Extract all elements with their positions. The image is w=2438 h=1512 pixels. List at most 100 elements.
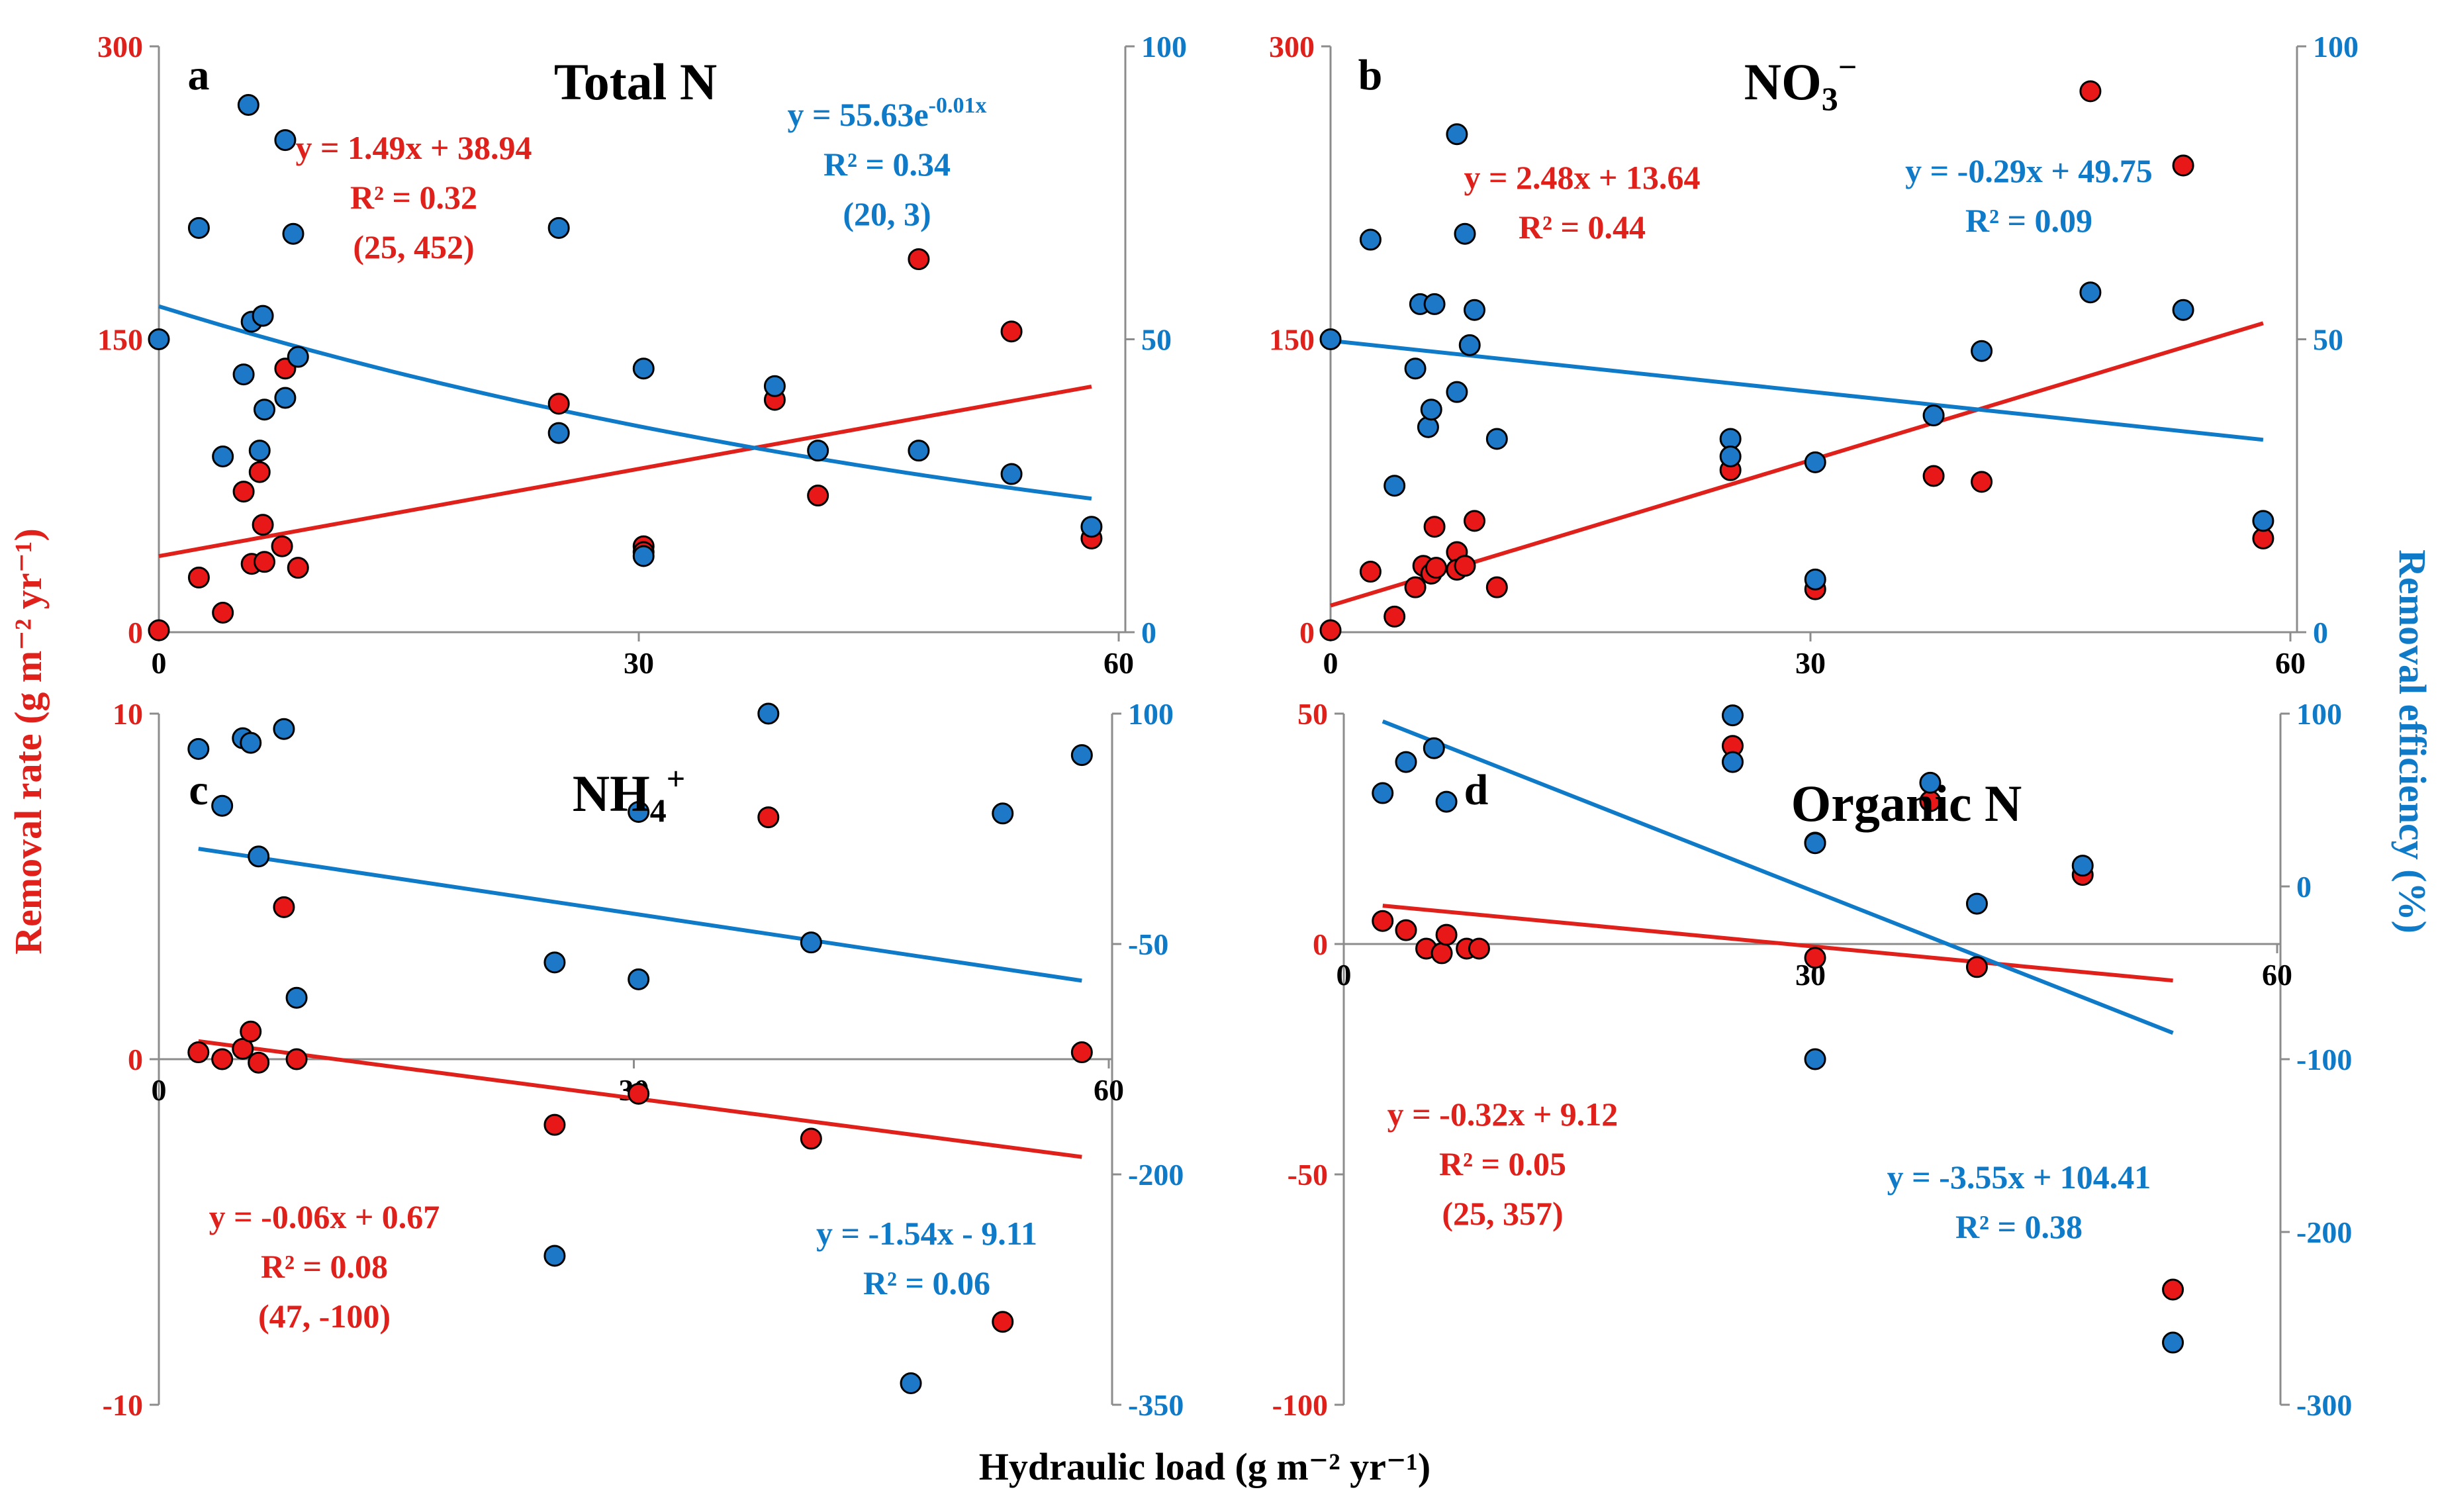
removal-efficiency-trendline xyxy=(1382,719,2174,1035)
removal-rate-point xyxy=(1435,923,1458,946)
removal-efficiency-equation: R² = 0.34 xyxy=(823,146,951,183)
removal-efficiency-equation: y = -3.55x + 104.41 xyxy=(1887,1158,2151,1196)
removal-efficiency-point xyxy=(1485,428,1508,450)
right-tick-label: -300 xyxy=(2296,1388,2352,1422)
removal-rate-point xyxy=(908,248,930,271)
removal-rate-equation: y = -0.32x + 9.12 xyxy=(1387,1096,1618,1133)
right-tick-label: -100 xyxy=(2296,1043,2352,1076)
removal-efficiency-point xyxy=(1719,446,1742,467)
left-tick-label: 0 xyxy=(1313,927,1328,961)
removal-efficiency-point xyxy=(248,440,271,462)
removal-efficiency-trendline xyxy=(1330,338,2264,442)
removal-rate-trendline xyxy=(158,384,1092,559)
removal-efficiency-point xyxy=(763,375,786,397)
removal-rate-equation: y = 2.48x + 13.64 xyxy=(1464,159,1701,196)
removal-efficiency-point xyxy=(1404,357,1427,380)
removal-efficiency-point xyxy=(274,129,297,152)
right-tick-label: -350 xyxy=(1128,1388,1184,1422)
removal-efficiency-point xyxy=(1722,751,1744,773)
removal-efficiency-point xyxy=(1919,771,1942,794)
removal-rate-trendline xyxy=(1382,904,2173,983)
removal-efficiency-point xyxy=(900,1372,922,1395)
removal-efficiency-point xyxy=(1423,293,1446,315)
removal-efficiency-point xyxy=(1395,751,1417,773)
removal-rate-point xyxy=(757,806,780,829)
removal-efficiency-trendline xyxy=(158,304,1092,501)
removal-efficiency-point xyxy=(1965,892,1988,915)
removal-efficiency-point xyxy=(1383,475,1406,497)
removal-rate-point xyxy=(1971,471,1993,493)
panel-title: NO3− xyxy=(1744,48,1857,117)
right-y-axis-title: Removal efficiency (%) xyxy=(2391,549,2434,933)
right-tick-label: -200 xyxy=(2296,1215,2352,1249)
removal-efficiency-point xyxy=(252,305,274,327)
removal-rate-equation: (25, 357) xyxy=(1442,1195,1563,1232)
removal-efficiency-point xyxy=(1722,704,1744,727)
removal-efficiency-point xyxy=(1804,451,1826,473)
x-axis-title: Hydraulic load (g m⁻² yr⁻¹) xyxy=(979,1445,1430,1488)
removal-efficiency-point xyxy=(2071,855,2094,877)
removal-efficiency-point xyxy=(628,800,650,823)
removal-rate-point xyxy=(1430,942,1453,965)
removal-efficiency-point xyxy=(2162,1331,2184,1354)
left-tick-label: 300 xyxy=(1269,30,1315,64)
right-tick-label: 100 xyxy=(1128,697,1174,731)
removal-rate-equation: R² = 0.08 xyxy=(261,1248,388,1285)
removal-rate-equation: R² = 0.32 xyxy=(350,179,477,216)
removal-efficiency-point xyxy=(1000,463,1023,485)
removal-efficiency-point xyxy=(1446,381,1468,403)
removal-efficiency-equation: R² = 0.38 xyxy=(1955,1208,2083,1245)
removal-efficiency-point xyxy=(285,986,308,1009)
removal-efficiency-point xyxy=(1458,334,1481,356)
removal-rate-point xyxy=(992,1311,1014,1333)
panel-b: 0 150 300 0 50 100 0 30 60 b NO3− y = 2.48x + 13.64… xyxy=(1269,30,2359,680)
right-tick-label: 100 xyxy=(2296,697,2342,731)
removal-efficiency-point xyxy=(1804,568,1826,591)
removal-rate-point xyxy=(2079,80,2102,103)
removal-rate-trendline xyxy=(1330,321,2264,608)
removal-efficiency-point xyxy=(1420,399,1442,421)
left-tick-label: -100 xyxy=(1272,1388,1328,1422)
removal-efficiency-equation: R² = 0.06 xyxy=(863,1264,990,1301)
removal-efficiency-point xyxy=(211,794,234,817)
removal-efficiency-point xyxy=(1446,123,1468,146)
x-tick-label: 30 xyxy=(1795,646,1826,680)
removal-efficiency-point xyxy=(1372,782,1394,804)
removal-efficiency-point xyxy=(1319,328,1342,350)
x-tick-label: 0 xyxy=(1336,958,1352,992)
removal-efficiency-point xyxy=(1464,299,1485,321)
removal-rate-point xyxy=(1404,576,1427,598)
removal-efficiency-point xyxy=(2079,281,2102,304)
removal-efficiency-point xyxy=(274,387,297,409)
removal-rate-equation: (47, -100) xyxy=(258,1298,391,1335)
removal-rate-point xyxy=(1454,555,1476,577)
left-y-axis-title: Removal rate (g m⁻² yr⁻¹) xyxy=(7,528,50,955)
removal-rate-point xyxy=(807,485,829,506)
removal-efficiency-point xyxy=(2252,510,2274,532)
removal-rate-point xyxy=(211,1048,234,1070)
removal-rate-equation: (25, 452) xyxy=(353,228,474,265)
removal-rate-point xyxy=(248,461,271,483)
removal-rate-point xyxy=(187,1041,210,1064)
removal-rate-point xyxy=(240,1020,262,1043)
removal-efficiency-point xyxy=(1922,404,1945,427)
x-tick-label: 0 xyxy=(1323,646,1338,680)
removal-efficiency-point xyxy=(632,545,655,567)
removal-efficiency-point xyxy=(632,357,655,380)
left-tick-label: 300 xyxy=(97,30,143,64)
panel-a: 0 150 300 0 50 100 0 30 60 a Total N y = 1.49x + 38… xyxy=(97,30,1187,680)
removal-rate-equation: y = -0.06x + 0.67 xyxy=(209,1198,440,1235)
removal-rate-point xyxy=(254,551,275,573)
removal-rate-point xyxy=(1319,619,1342,641)
x-tick-label: 60 xyxy=(2275,646,2306,680)
removal-efficiency-point xyxy=(1435,790,1458,813)
removal-rate-point xyxy=(212,602,234,624)
panel-title: Total N xyxy=(554,53,717,111)
removal-rate-point xyxy=(1804,947,1826,969)
removal-rate-point xyxy=(1425,557,1447,579)
removal-efficiency-point xyxy=(254,399,275,421)
removal-efficiency-point xyxy=(273,718,295,740)
removal-efficiency-point xyxy=(1417,416,1439,438)
left-tick-label: 0 xyxy=(1299,616,1315,649)
